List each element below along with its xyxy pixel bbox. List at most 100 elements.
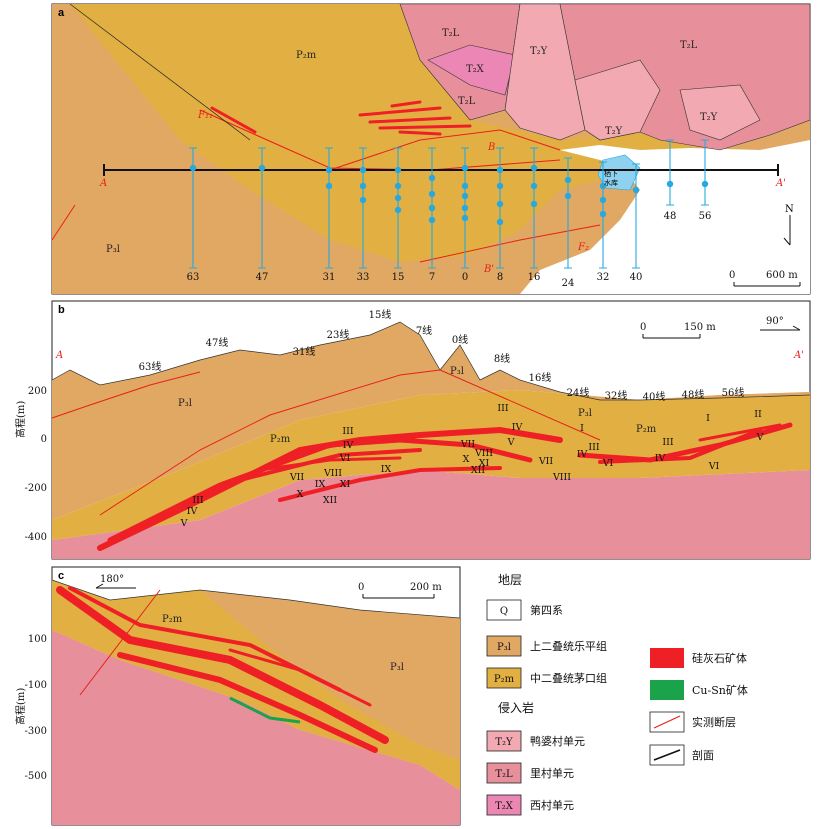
panel-c-letter: c — [58, 570, 64, 582]
drill-line-label: 47 — [256, 272, 269, 283]
label-P3l: P₃l — [106, 244, 120, 255]
legend-label: 里村单元 — [530, 766, 574, 780]
orientation-c: 180° — [100, 574, 124, 585]
label-T2X: T₂X — [466, 64, 485, 75]
ore-body-label: V — [507, 437, 515, 448]
legend-label: 中二叠统茅口组 — [530, 671, 607, 685]
drill-line-label: 48 — [664, 211, 677, 222]
label-B: B — [487, 142, 495, 153]
ore-body-label: III — [588, 442, 600, 453]
legend-left-items: Q 第四系 P₃l 上二叠统乐平组 P₂m 中二叠统茅口组 T₂Y 鸭婆村单元 T₂L 里村单元 T… — [486, 599, 607, 816]
scale-bar-c: 0 200 m — [358, 582, 442, 599]
section-line-label: 8线 — [494, 352, 510, 365]
section-line-label: 31线 — [293, 345, 316, 358]
ore-body-label: IV — [343, 440, 354, 451]
orientation-c-icon: 180° — [95, 574, 136, 589]
fault-b-1 — [51, 371, 201, 419]
ore-body-label: I — [580, 423, 584, 434]
legend-swatch — [486, 667, 522, 689]
drill-hole-dot — [530, 182, 538, 190]
legend-swatch — [486, 635, 522, 657]
c-topography-line — [51, 579, 461, 619]
drill-line-label: 33 — [357, 272, 370, 283]
legend-fault-icon — [653, 715, 681, 729]
ore-body-label: IV — [187, 506, 198, 517]
legend-label: 第四系 — [530, 603, 563, 617]
drill-hole-dot — [496, 200, 504, 208]
drill-hole-dot — [496, 218, 504, 226]
panel-a-letter: a — [58, 7, 65, 19]
orientation-b: 90° — [766, 316, 784, 327]
section-line-label: 32线 — [605, 389, 628, 402]
legend-cusn-swatch — [650, 680, 684, 700]
fault-c — [79, 589, 161, 696]
ore-body-label: XI — [340, 479, 351, 490]
section-c-ore-bodies — [56, 586, 389, 753]
label-reservoir-1: 栖下 — [604, 169, 618, 178]
b-y-ticks: 200 0 -200 -400 — [25, 386, 47, 543]
label-A-prime: A' — [775, 178, 786, 189]
section-b-P2m — [52, 390, 810, 540]
fault-B — [329, 129, 561, 171]
drill-hole-dot — [564, 192, 572, 200]
legend-label: 鸭婆村单元 — [530, 734, 585, 748]
legend-swatch — [486, 730, 522, 752]
ore-body-label: VII — [460, 439, 476, 450]
scale-a-0: 0 — [729, 270, 735, 281]
unit-T2Y-area-3 — [679, 84, 761, 141]
drill-hole-dot — [530, 164, 538, 172]
b-label-A: A — [55, 350, 63, 361]
ore-body-label: VIII — [474, 448, 493, 459]
unit-quaternary-area — [520, 140, 810, 294]
legend-swatch — [486, 599, 522, 621]
section-line-label: 15线 — [369, 308, 392, 321]
ore-body-label: VI — [339, 453, 351, 464]
drill-hole-dot — [394, 182, 402, 190]
scale-b-0: 0 — [640, 322, 646, 333]
b-y-tick: -400 — [25, 532, 47, 543]
c-y-tick: 100 — [28, 634, 47, 645]
ore-body-label: XI — [479, 458, 490, 469]
ore-body-label: III — [342, 426, 354, 437]
legend-swatch — [486, 762, 522, 784]
fault-west — [51, 204, 76, 241]
label-A: A — [99, 178, 107, 189]
ore-body-label: X — [463, 454, 470, 465]
section-b-intrusive — [52, 470, 810, 559]
drill-hole-dot — [599, 210, 607, 218]
drill-hole-dot — [325, 182, 333, 190]
orientation-b-icon: 90° — [760, 316, 801, 331]
scale-c-0: 0 — [358, 582, 364, 593]
drill-hole-dot — [359, 182, 367, 190]
section-b-line-labels: 63线 47线 31线 23线 15线 7线 0线 8线 16线 24线 32线 40线 48线 56线 — [139, 308, 745, 403]
drill-line-label: 56 — [699, 211, 712, 222]
ore-body-label: III — [192, 495, 204, 506]
drill-hole-dot — [394, 194, 402, 202]
b-y-tick: -200 — [25, 483, 47, 494]
boundary-line — [69, 3, 251, 141]
label-P2m: P₂m — [296, 50, 317, 61]
ore-body-label: III — [497, 403, 509, 414]
legend-symbol: Q — [500, 606, 508, 617]
drill-hole-dot — [394, 166, 402, 174]
drill-hole-dot — [428, 216, 436, 224]
legend-symbol: P₃l — [497, 642, 511, 653]
legend-strata-title: 地层 — [498, 573, 522, 587]
fault-b-3 — [439, 369, 601, 441]
section-line-label: 48线 — [682, 388, 705, 401]
b-y-tick: 200 — [28, 386, 47, 397]
drill-hole-dot — [632, 186, 640, 194]
label-F11: F₁₁ — [197, 110, 213, 121]
drill-line-label: 0 — [462, 272, 468, 283]
drill-line-label: 16 — [528, 272, 541, 283]
drill-line-label: 63 — [187, 272, 200, 283]
drill-hole-dot — [461, 214, 469, 222]
section-b-ore-bodies — [97, 422, 793, 551]
label-B-prime: B' — [483, 264, 494, 275]
section-c-intrusive — [52, 630, 460, 825]
section-line-label: 0线 — [452, 333, 468, 346]
b-label-P3l-3: P₃l — [578, 408, 592, 419]
ore-body-label: IX — [381, 464, 392, 475]
